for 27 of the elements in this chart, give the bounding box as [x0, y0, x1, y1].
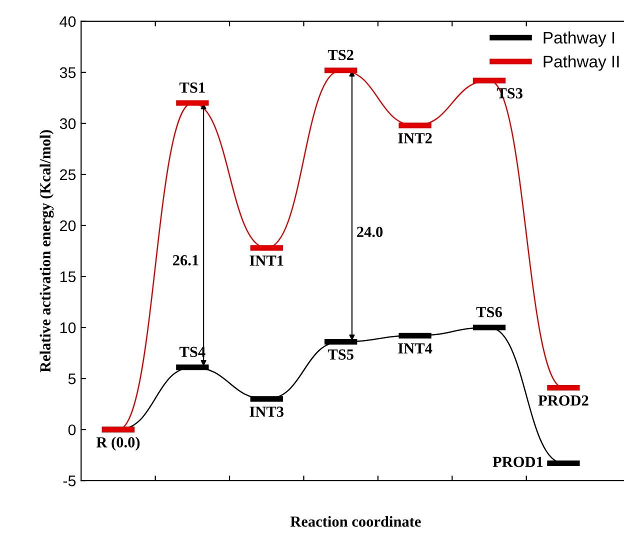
data-label: TS6: [476, 307, 502, 318]
y-tick-label: 30: [60, 118, 76, 130]
data-label: INT3: [250, 406, 284, 417]
legend-label: Pathway I: [544, 31, 614, 47]
data-label: R (0.0): [96, 436, 140, 451]
x-axis-title: Reaction coordinate: [290, 516, 421, 527]
data-label: TS5: [328, 349, 354, 360]
data-label: PROD1: [492, 456, 543, 468]
data-label: TS1: [180, 82, 205, 93]
data-label: PROD2: [538, 395, 588, 406]
y-tick-label: 25: [60, 169, 76, 180]
y-tick-label: 5: [68, 374, 76, 384]
legend-label: Pathway II: [544, 55, 619, 71]
y-tick-label: 15: [60, 272, 76, 282]
data-label: INT4: [398, 343, 432, 354]
y-tick-label: 40: [60, 16, 76, 28]
annotation: 24.0: [357, 226, 383, 238]
y-tick-label: 0: [68, 424, 76, 436]
annotation: 26.1: [173, 255, 198, 266]
y-tick-label: -5: [63, 476, 76, 486]
data-label: INT1: [250, 256, 284, 266]
y-axis-title: Relative activation energy (Kcal/mol): [40, 130, 54, 372]
y-tick-label: 20: [60, 220, 76, 232]
data-label: INT2: [398, 133, 432, 144]
y-tick-label: 10: [60, 322, 76, 334]
y-tick-label: 35: [60, 67, 76, 78]
data-label: TS2: [328, 50, 354, 60]
